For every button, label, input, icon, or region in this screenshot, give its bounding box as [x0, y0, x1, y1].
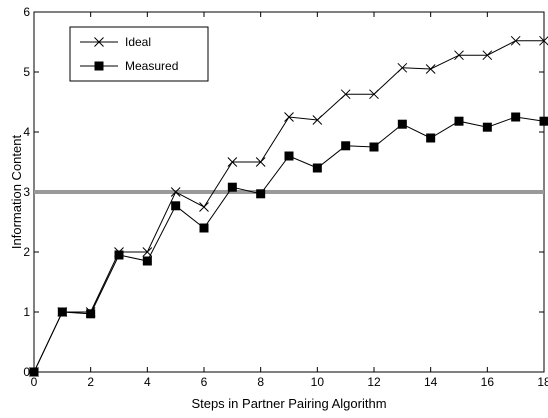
data-point-measured	[200, 224, 209, 233]
data-point-measured	[398, 120, 407, 129]
data-point-measured	[143, 257, 152, 266]
data-point-measured	[256, 189, 265, 198]
x-tick-label: 18	[537, 375, 548, 389]
data-point-measured	[58, 308, 67, 317]
x-tick-label: 12	[367, 375, 381, 389]
data-point-measured	[341, 141, 350, 150]
y-tick-label: 3	[23, 185, 30, 199]
x-tick-label: 8	[257, 375, 264, 389]
data-point-measured	[86, 309, 95, 318]
x-tick-label: 16	[481, 375, 495, 389]
data-point-measured	[540, 117, 548, 126]
data-point-measured	[171, 201, 180, 210]
y-axis-label: Information Content	[9, 135, 24, 250]
data-point-measured	[483, 123, 492, 132]
data-point-measured	[228, 183, 237, 192]
y-tick-label: 5	[23, 65, 30, 79]
legend-label: Ideal	[125, 35, 151, 49]
data-point-measured	[511, 113, 520, 122]
x-tick-label: 10	[311, 375, 325, 389]
y-tick-label: 2	[23, 245, 30, 259]
y-tick-label: 0	[23, 365, 30, 379]
legend-marker-measured	[95, 62, 104, 71]
legend-label: Measured	[125, 59, 178, 73]
y-tick-label: 1	[23, 305, 30, 319]
data-point-measured	[313, 164, 322, 173]
data-point-measured	[455, 117, 464, 126]
data-point-measured	[426, 134, 435, 143]
x-tick-label: 6	[201, 375, 208, 389]
data-point-measured	[115, 251, 124, 260]
data-point-measured	[285, 152, 294, 161]
x-axis-label: Steps in Partner Pairing Algorithm	[191, 396, 386, 411]
x-tick-label: 0	[31, 375, 38, 389]
y-tick-label: 6	[23, 5, 30, 19]
data-point-measured	[370, 143, 379, 152]
y-tick-label: 4	[23, 125, 30, 139]
data-point-measured	[30, 368, 39, 377]
x-tick-label: 4	[144, 375, 151, 389]
x-tick-label: 2	[87, 375, 94, 389]
x-tick-label: 14	[424, 375, 438, 389]
